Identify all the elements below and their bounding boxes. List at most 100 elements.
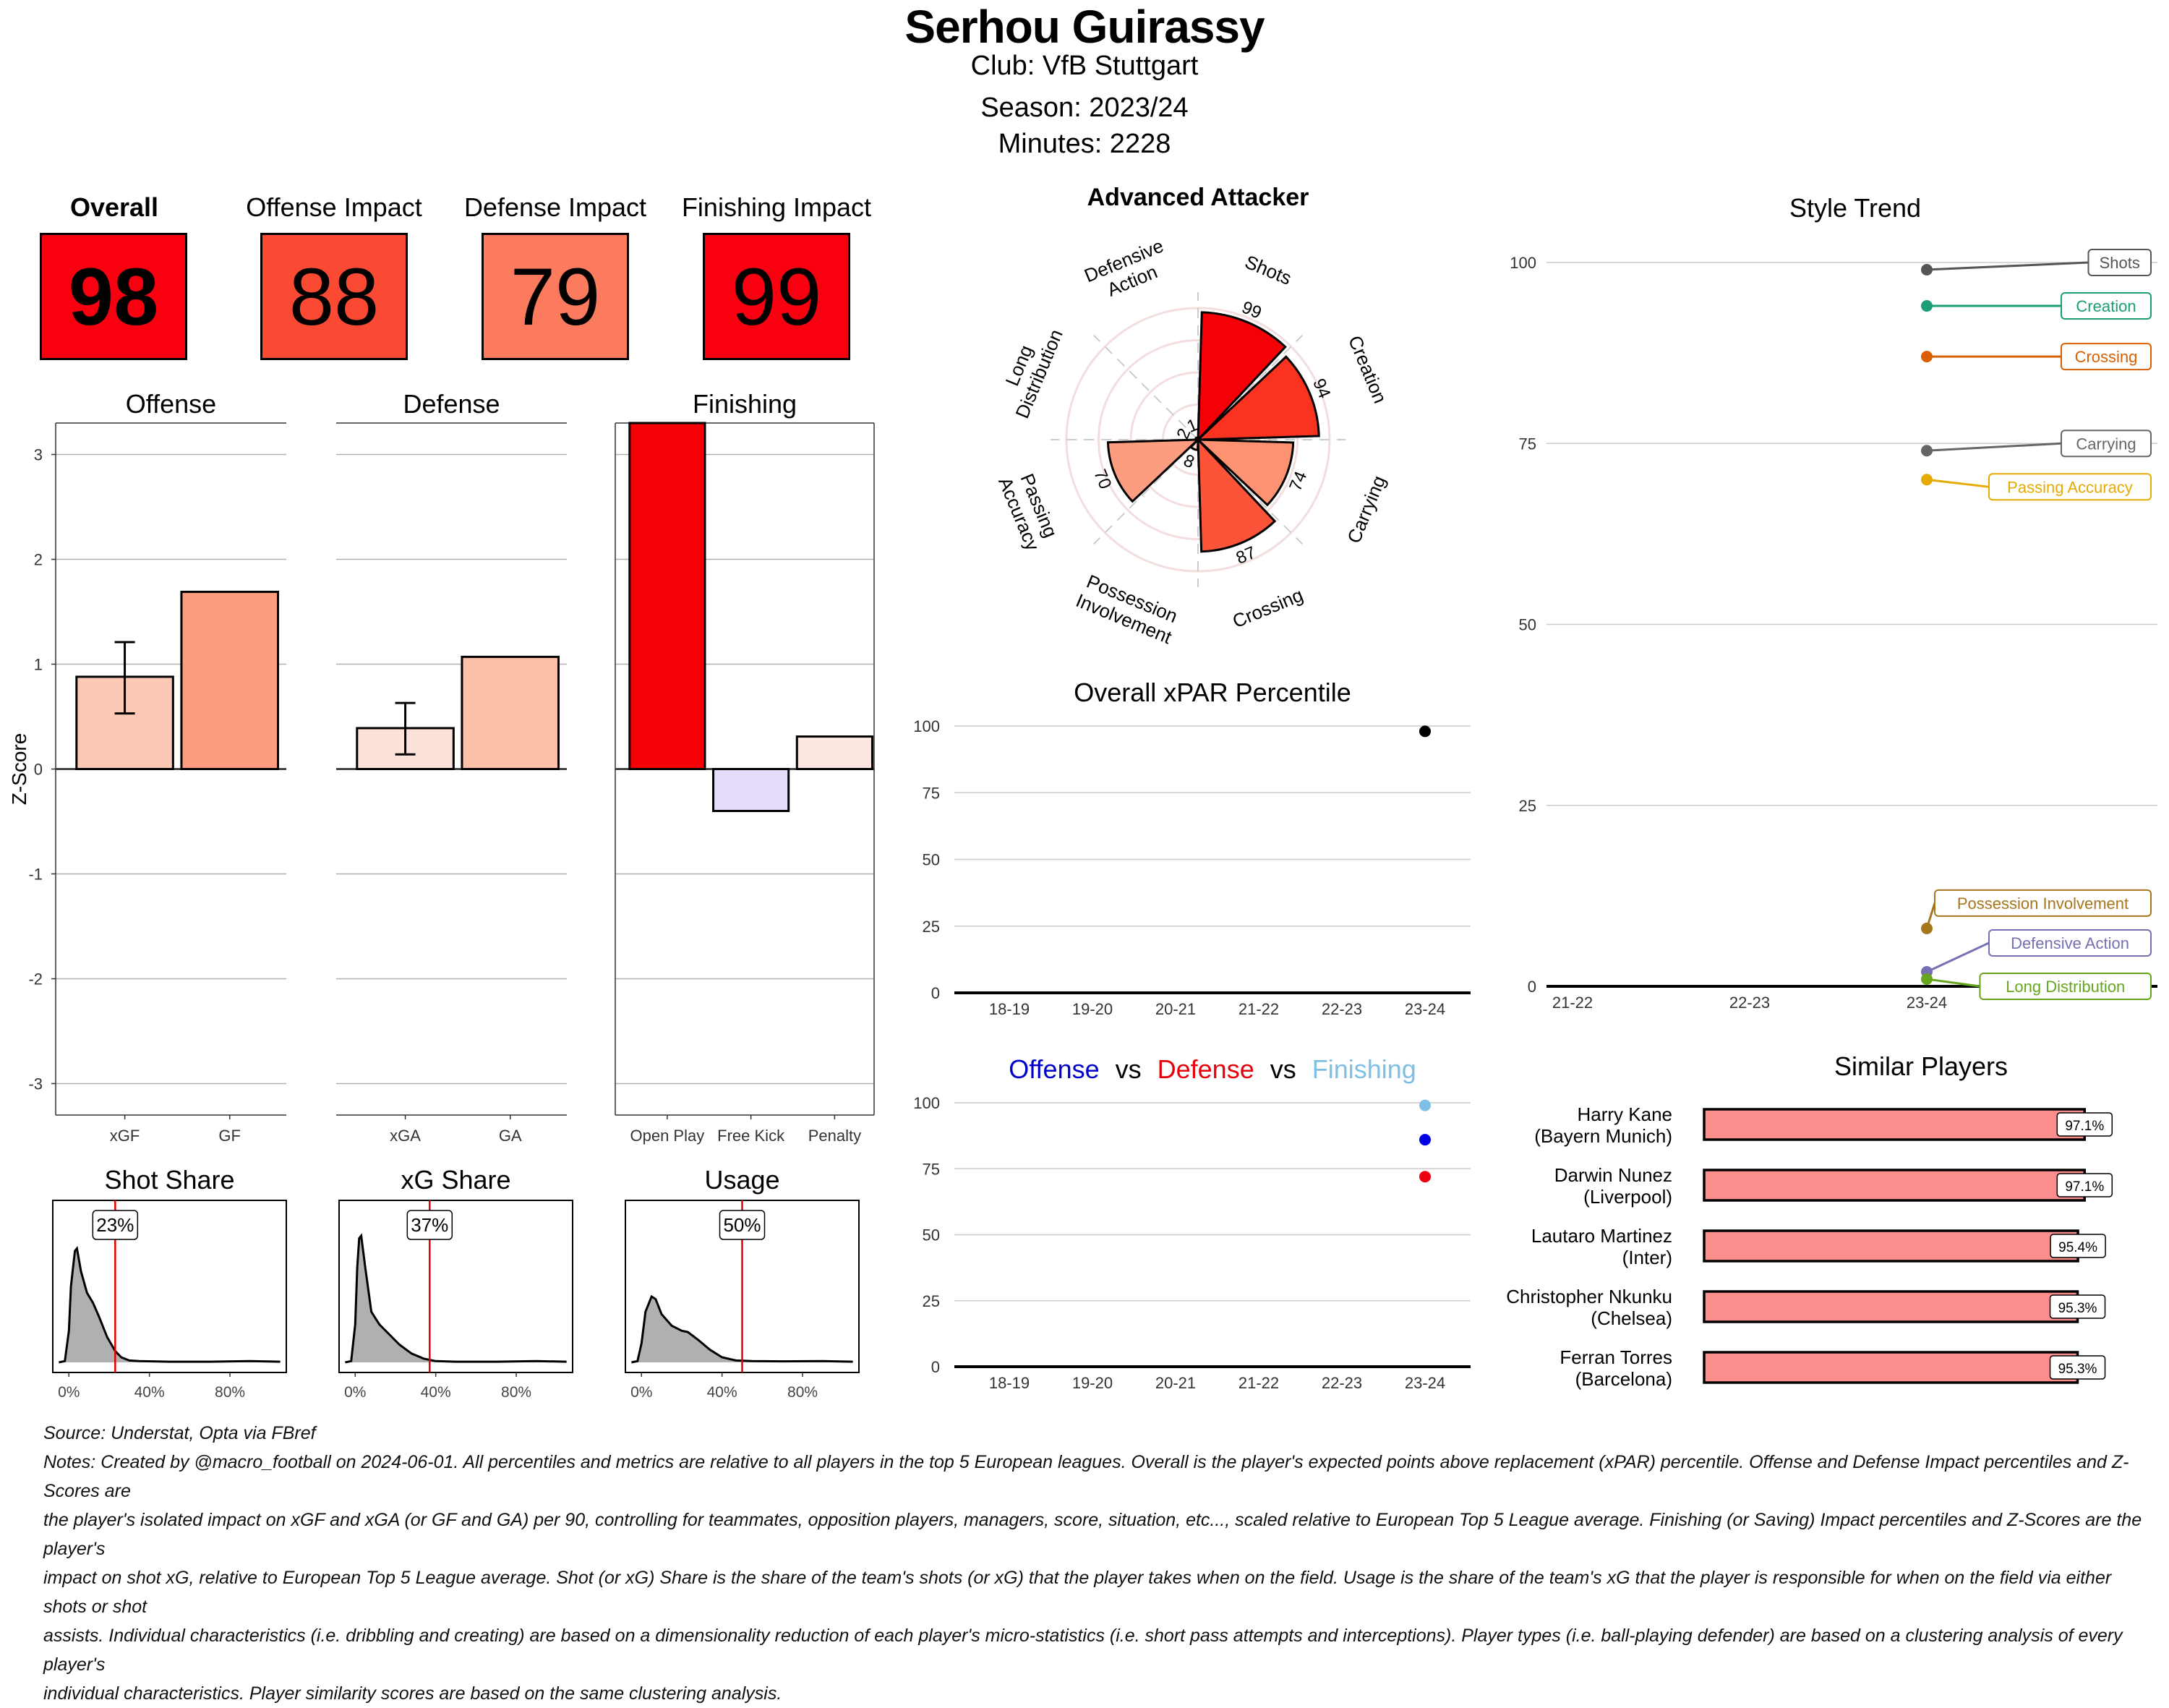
series-label-box bbox=[2061, 430, 2152, 458]
x-tick-label: 22-23 bbox=[1322, 1374, 1362, 1392]
y-tick-label: 100 bbox=[913, 717, 940, 735]
sector-creation bbox=[1195, 355, 1320, 441]
series-point bbox=[1921, 445, 1933, 457]
similar-players-chart: Similar Players Harry Kane(Bayern Munich)… bbox=[1506, 1051, 2113, 1390]
x-tick-label: 80% bbox=[501, 1384, 531, 1401]
x-tick-label: 21-22 bbox=[1552, 994, 1593, 1012]
y-tick-label: -2 bbox=[28, 970, 43, 988]
panel-title: Usage bbox=[704, 1165, 779, 1195]
panel-title: Shot Share bbox=[104, 1165, 234, 1195]
sector-carrying bbox=[1195, 438, 1295, 507]
category-label-line: Creation bbox=[1344, 333, 1391, 406]
x-tick-label: 0% bbox=[58, 1384, 80, 1401]
x-tick-label: 80% bbox=[787, 1384, 818, 1401]
category-label-line: Crossing bbox=[1229, 584, 1306, 632]
category-label-line: Carrying bbox=[1343, 472, 1390, 546]
club-line: Club: VfB Stuttgart bbox=[970, 51, 1199, 81]
bar-gf bbox=[180, 590, 279, 771]
y-tick-label: 25 bbox=[923, 1292, 940, 1310]
player-club: (Bayern Munich) bbox=[1534, 1125, 1672, 1147]
similarity-bar bbox=[1703, 1351, 2079, 1384]
category-label: Crossing bbox=[1229, 584, 1306, 632]
density-area bbox=[631, 1297, 853, 1362]
kpi-value: 99 bbox=[703, 233, 850, 360]
point-overall bbox=[1419, 725, 1431, 738]
y-tick-label: 100 bbox=[1510, 254, 1536, 272]
series-creation: Creation bbox=[1921, 292, 2152, 320]
sector-shots bbox=[1197, 311, 1287, 443]
series-label: Crossing bbox=[2075, 348, 2138, 366]
series-connector bbox=[1926, 261, 2089, 271]
player-name: Harry Kane bbox=[1578, 1103, 1673, 1125]
series-label-box bbox=[2087, 249, 2152, 276]
panel-border bbox=[52, 1200, 287, 1373]
panel-title: xG Share bbox=[401, 1165, 510, 1195]
panel-title: Finishing bbox=[693, 389, 797, 419]
similarity-bar bbox=[1703, 1229, 2079, 1263]
x-tick-label: 18-19 bbox=[989, 1000, 1030, 1018]
grid-circle bbox=[1098, 339, 1299, 540]
category-label: Carrying bbox=[1343, 472, 1390, 546]
x-tick-label: Open Play bbox=[630, 1127, 705, 1145]
bar-ga bbox=[461, 655, 560, 770]
y-tick-label: 75 bbox=[923, 784, 940, 802]
density-line bbox=[59, 1245, 281, 1364]
x-tick-label: 22-23 bbox=[1729, 994, 1770, 1012]
y-axis-label: Z-Score bbox=[8, 733, 30, 806]
player-name: Serhou Guirassy bbox=[904, 1, 1265, 53]
panel-title: Offense bbox=[126, 389, 216, 419]
x-tick-label: 21-22 bbox=[1238, 1374, 1279, 1392]
point-defense bbox=[1419, 1171, 1431, 1183]
y-tick-label: 25 bbox=[923, 918, 940, 936]
x-tick-label: 19-20 bbox=[1072, 1374, 1113, 1392]
category-label: DefensiveAction bbox=[1081, 234, 1175, 307]
kpi-label: Offense Impact bbox=[246, 192, 422, 222]
title-part: vs bbox=[1116, 1054, 1142, 1084]
density-line bbox=[345, 1233, 567, 1364]
sector-defensive-action bbox=[1194, 436, 1199, 443]
x-tick-label: 40% bbox=[421, 1384, 451, 1401]
series-shots: Shots bbox=[1921, 249, 2152, 276]
y-tick-label: -3 bbox=[28, 1075, 43, 1093]
series-connector bbox=[1926, 442, 2062, 452]
density-area bbox=[345, 1236, 567, 1362]
series-label-box bbox=[1988, 473, 2152, 501]
bar-open-play bbox=[628, 422, 706, 770]
similar-player-row: Lautaro Martinez(Inter) 95.4% bbox=[1531, 1225, 2106, 1268]
point-finishing bbox=[1419, 1099, 1431, 1111]
notes-line: the player's isolated impact on xGF and … bbox=[43, 1510, 2142, 1559]
series-point bbox=[1921, 351, 1933, 363]
value-label: 23% bbox=[96, 1214, 134, 1236]
share-panel-usage: Usage 50% 0% 40% 80% bbox=[625, 1165, 860, 1401]
y-tick-label: 100 bbox=[913, 1094, 940, 1112]
density-line bbox=[631, 1294, 853, 1364]
category-label: Creation bbox=[1344, 333, 1391, 406]
series-label-box bbox=[1988, 928, 2152, 957]
x-tick-label: 40% bbox=[134, 1384, 165, 1401]
overall-xpar-chart: Overall xPAR Percentile 100 75 50 25 0 18-19 19… bbox=[913, 678, 1471, 1018]
x-tick-label: 23-24 bbox=[1405, 1000, 1445, 1018]
density-area bbox=[59, 1248, 281, 1362]
x-tick-label: 23-24 bbox=[1907, 994, 1947, 1012]
y-tick-label: 75 bbox=[1519, 435, 1536, 453]
player-name: Ferran Torres bbox=[1560, 1346, 1672, 1368]
series-connector bbox=[1926, 978, 1980, 988]
minutes-line: Minutes: 2228 bbox=[998, 129, 1171, 159]
series-point bbox=[1921, 973, 1933, 985]
zscore-panel-finishing: Finishing Open Play Free Kick Penalty bbox=[615, 389, 875, 1145]
title-part: Offense bbox=[1009, 1054, 1099, 1084]
similarity-label-box bbox=[2050, 1234, 2106, 1258]
similar-player-row: Darwin Nunez(Liverpool) 97.1% bbox=[1554, 1164, 2113, 1208]
series-label-box bbox=[1934, 889, 2152, 917]
x-tick-label: 20-21 bbox=[1155, 1000, 1196, 1018]
x-tick-label: 18-19 bbox=[989, 1374, 1030, 1392]
series-label: Passing Accuracy bbox=[2007, 478, 2133, 496]
share-panel-xg-share: xG Share 37% 0% 40% 80% bbox=[338, 1165, 573, 1401]
category-label: Shots bbox=[1242, 251, 1295, 289]
value-label-box bbox=[406, 1210, 453, 1240]
series-label: Defensive Action bbox=[2011, 934, 2129, 952]
title-part: Finishing bbox=[1312, 1054, 1416, 1084]
dashboard-charts: Z-Score Offense 3 2 1 0 -1 -2 -3 xGF GF Defense xGA G… bbox=[8, 184, 2157, 1401]
value-label-box bbox=[92, 1210, 139, 1240]
similarity-label-box bbox=[2049, 1355, 2106, 1380]
